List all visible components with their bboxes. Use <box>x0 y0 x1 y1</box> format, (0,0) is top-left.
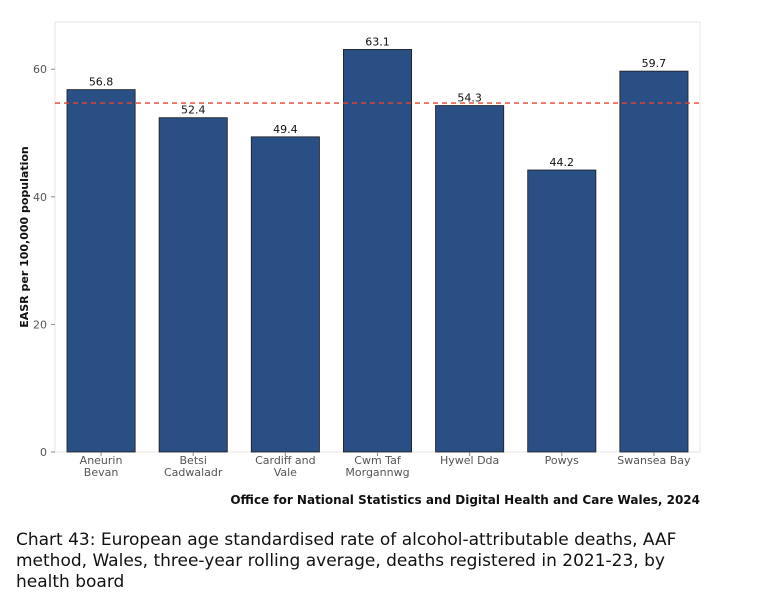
bar-value-label: 59.7 <box>642 57 667 70</box>
bar-value-label: 56.8 <box>89 76 114 89</box>
x-tick-label: Aneurin Bevan <box>80 454 123 479</box>
bar-value-label: 52.4 <box>181 104 206 117</box>
x-tick-label: Betsi Cadwaladr <box>164 454 223 479</box>
x-tick-label: Cwm Taf Morgannwg <box>345 454 409 479</box>
bar <box>619 70 689 453</box>
x-tick-label: Powys <box>545 454 579 467</box>
y-axis: 0 20 40 60 <box>33 63 55 459</box>
bar <box>435 105 505 453</box>
x-axis: Aneurin Bevan Betsi Cadwaladr Cardiff and Val… <box>80 452 691 479</box>
y-axis-title: EASR per 100,000 population <box>18 146 31 328</box>
chart-caption: Chart 43: European age standardised rate… <box>16 530 677 592</box>
source-note: Office for National Statistics and Digit… <box>230 493 700 507</box>
bar-value-label: 49.4 <box>273 123 298 136</box>
x-tick-label: Hywel Dda <box>440 454 499 467</box>
x-tick-label: Swansea Bay <box>617 454 691 467</box>
y-tick-label: 60 <box>33 63 47 76</box>
bar-value-label: 54.3 <box>457 92 482 105</box>
x-tick-label: Cardiff and Vale <box>255 454 316 479</box>
bar <box>250 136 320 453</box>
bar <box>343 49 412 453</box>
y-tick-label: 0 <box>40 446 47 459</box>
bar-value-label: 44.2 <box>550 156 575 169</box>
bar-value-label: 63.1 <box>365 35 390 48</box>
y-tick-label: 40 <box>33 191 47 204</box>
y-tick-label: 20 <box>33 318 47 331</box>
bar <box>527 169 597 453</box>
bar <box>158 117 228 453</box>
bars-group <box>66 49 689 453</box>
value-labels-group: 56.8 52.4 49.4 63.1 54.3 44.2 59.7 <box>89 35 666 169</box>
bar-chart: 0 20 40 60 56.8 52.4 49.4 63.1 54.3 44.2 59.7 Ane… <box>18 21 701 507</box>
bar <box>66 89 136 453</box>
